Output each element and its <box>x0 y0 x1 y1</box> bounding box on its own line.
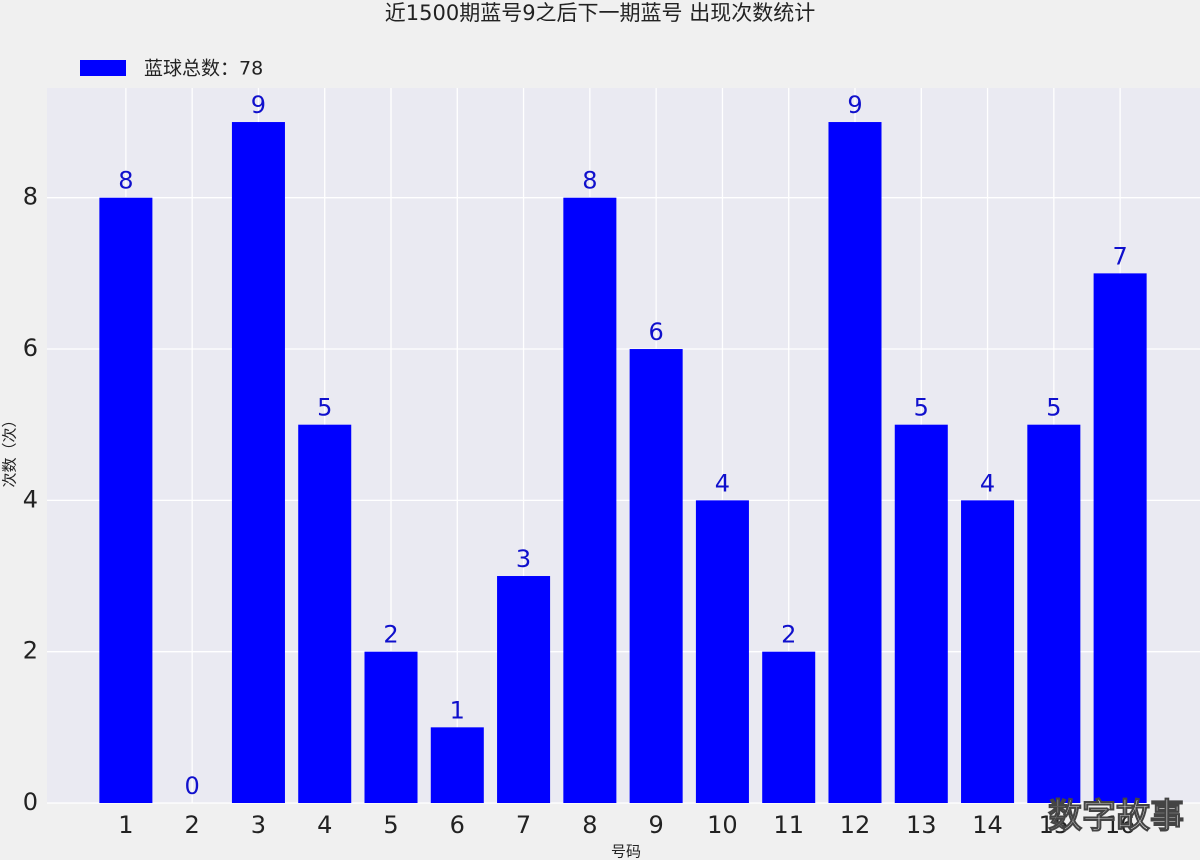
y-tick-label: 4 <box>23 485 38 513</box>
value-label: 2 <box>781 621 796 649</box>
value-label: 8 <box>118 167 133 195</box>
bar <box>298 424 352 803</box>
x-tick-label: 8 <box>582 811 597 839</box>
x-tick-label: 11 <box>773 811 804 839</box>
bar <box>99 197 153 804</box>
value-label: 5 <box>1046 394 1061 422</box>
bar <box>894 424 948 803</box>
x-tick-label: 1 <box>118 811 133 839</box>
bar <box>231 122 285 804</box>
value-label: 9 <box>251 91 266 119</box>
x-tick-label: 9 <box>649 811 664 839</box>
y-tick-label: 0 <box>23 788 38 816</box>
y-axis-label: 次数（次） <box>1 412 19 487</box>
value-label: 3 <box>516 545 531 573</box>
value-label: 4 <box>980 469 995 497</box>
x-tick-label: 15 <box>1039 811 1070 839</box>
value-label: 2 <box>383 621 398 649</box>
bar <box>563 197 617 804</box>
bar <box>1027 424 1081 803</box>
x-tick-label: 12 <box>840 811 871 839</box>
x-tick-label: 10 <box>707 811 738 839</box>
bar <box>1093 273 1147 803</box>
bar <box>695 500 749 803</box>
legend-swatch <box>80 60 126 76</box>
watermark: 数字故事 <box>1048 797 1184 837</box>
y-tick-label: 6 <box>23 334 38 362</box>
x-tick-label: 3 <box>251 811 266 839</box>
x-tick-label: 16 <box>1105 811 1136 839</box>
value-label: 8 <box>582 167 597 195</box>
plot-area <box>47 88 1200 803</box>
value-label: 9 <box>847 91 862 119</box>
value-label: 5 <box>317 394 332 422</box>
y-tick-label: 8 <box>23 183 38 211</box>
value-label: 6 <box>649 318 664 346</box>
bar <box>762 651 816 803</box>
y-tick-label: 2 <box>23 637 38 665</box>
x-tick-label: 7 <box>516 811 531 839</box>
chart-title: 近1500期蓝号9之后下一期蓝号 出现次数统计 <box>385 1 815 25</box>
bar <box>364 651 418 803</box>
x-tick-label: 14 <box>972 811 1003 839</box>
x-axis-label: 号码 <box>611 843 641 860</box>
bar <box>430 727 484 803</box>
bar <box>828 122 882 804</box>
value-label: 0 <box>185 772 200 800</box>
bar <box>961 500 1015 803</box>
value-label: 7 <box>1112 242 1127 270</box>
x-tick-label: 2 <box>185 811 200 839</box>
legend-label: 蓝球总数：78 <box>144 58 263 80</box>
bar <box>629 349 683 803</box>
value-label: 1 <box>450 696 465 724</box>
x-tick-label: 6 <box>450 811 465 839</box>
bar <box>497 576 551 803</box>
value-label: 5 <box>914 394 929 422</box>
x-tick-label: 4 <box>317 811 332 839</box>
x-tick-label: 13 <box>906 811 937 839</box>
x-tick-label: 5 <box>383 811 398 839</box>
value-label: 4 <box>715 469 730 497</box>
